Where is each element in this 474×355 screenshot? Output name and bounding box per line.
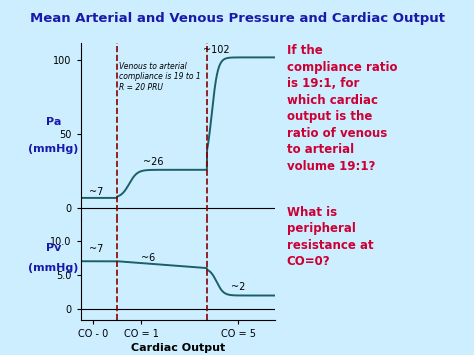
X-axis label: Cardiac Output: Cardiac Output <box>131 343 225 353</box>
Text: What is
peripheral
resistance at
CO=0?: What is peripheral resistance at CO=0? <box>287 206 374 268</box>
Text: ~6: ~6 <box>141 253 156 263</box>
Text: Pa: Pa <box>46 118 61 127</box>
Text: ~102: ~102 <box>203 45 230 55</box>
Text: If the
compliance ratio
is 19:1, for
which cardiac
output is the
ratio of venous: If the compliance ratio is 19:1, for whi… <box>287 44 397 173</box>
Text: Venous to arterial
compliance is 19 to 1
R = 20 PRU: Venous to arterial compliance is 19 to 1… <box>119 62 201 92</box>
Text: ~2: ~2 <box>231 282 246 292</box>
Text: Mean Arterial and Venous Pressure and Cardiac Output: Mean Arterial and Venous Pressure and Ca… <box>29 12 445 26</box>
Text: ~26: ~26 <box>143 157 164 167</box>
Text: ~7: ~7 <box>89 187 103 197</box>
Text: ~7: ~7 <box>89 244 103 253</box>
Text: (mmHg): (mmHg) <box>28 263 79 273</box>
Text: Pv: Pv <box>46 243 61 253</box>
Text: (mmHg): (mmHg) <box>28 144 79 154</box>
